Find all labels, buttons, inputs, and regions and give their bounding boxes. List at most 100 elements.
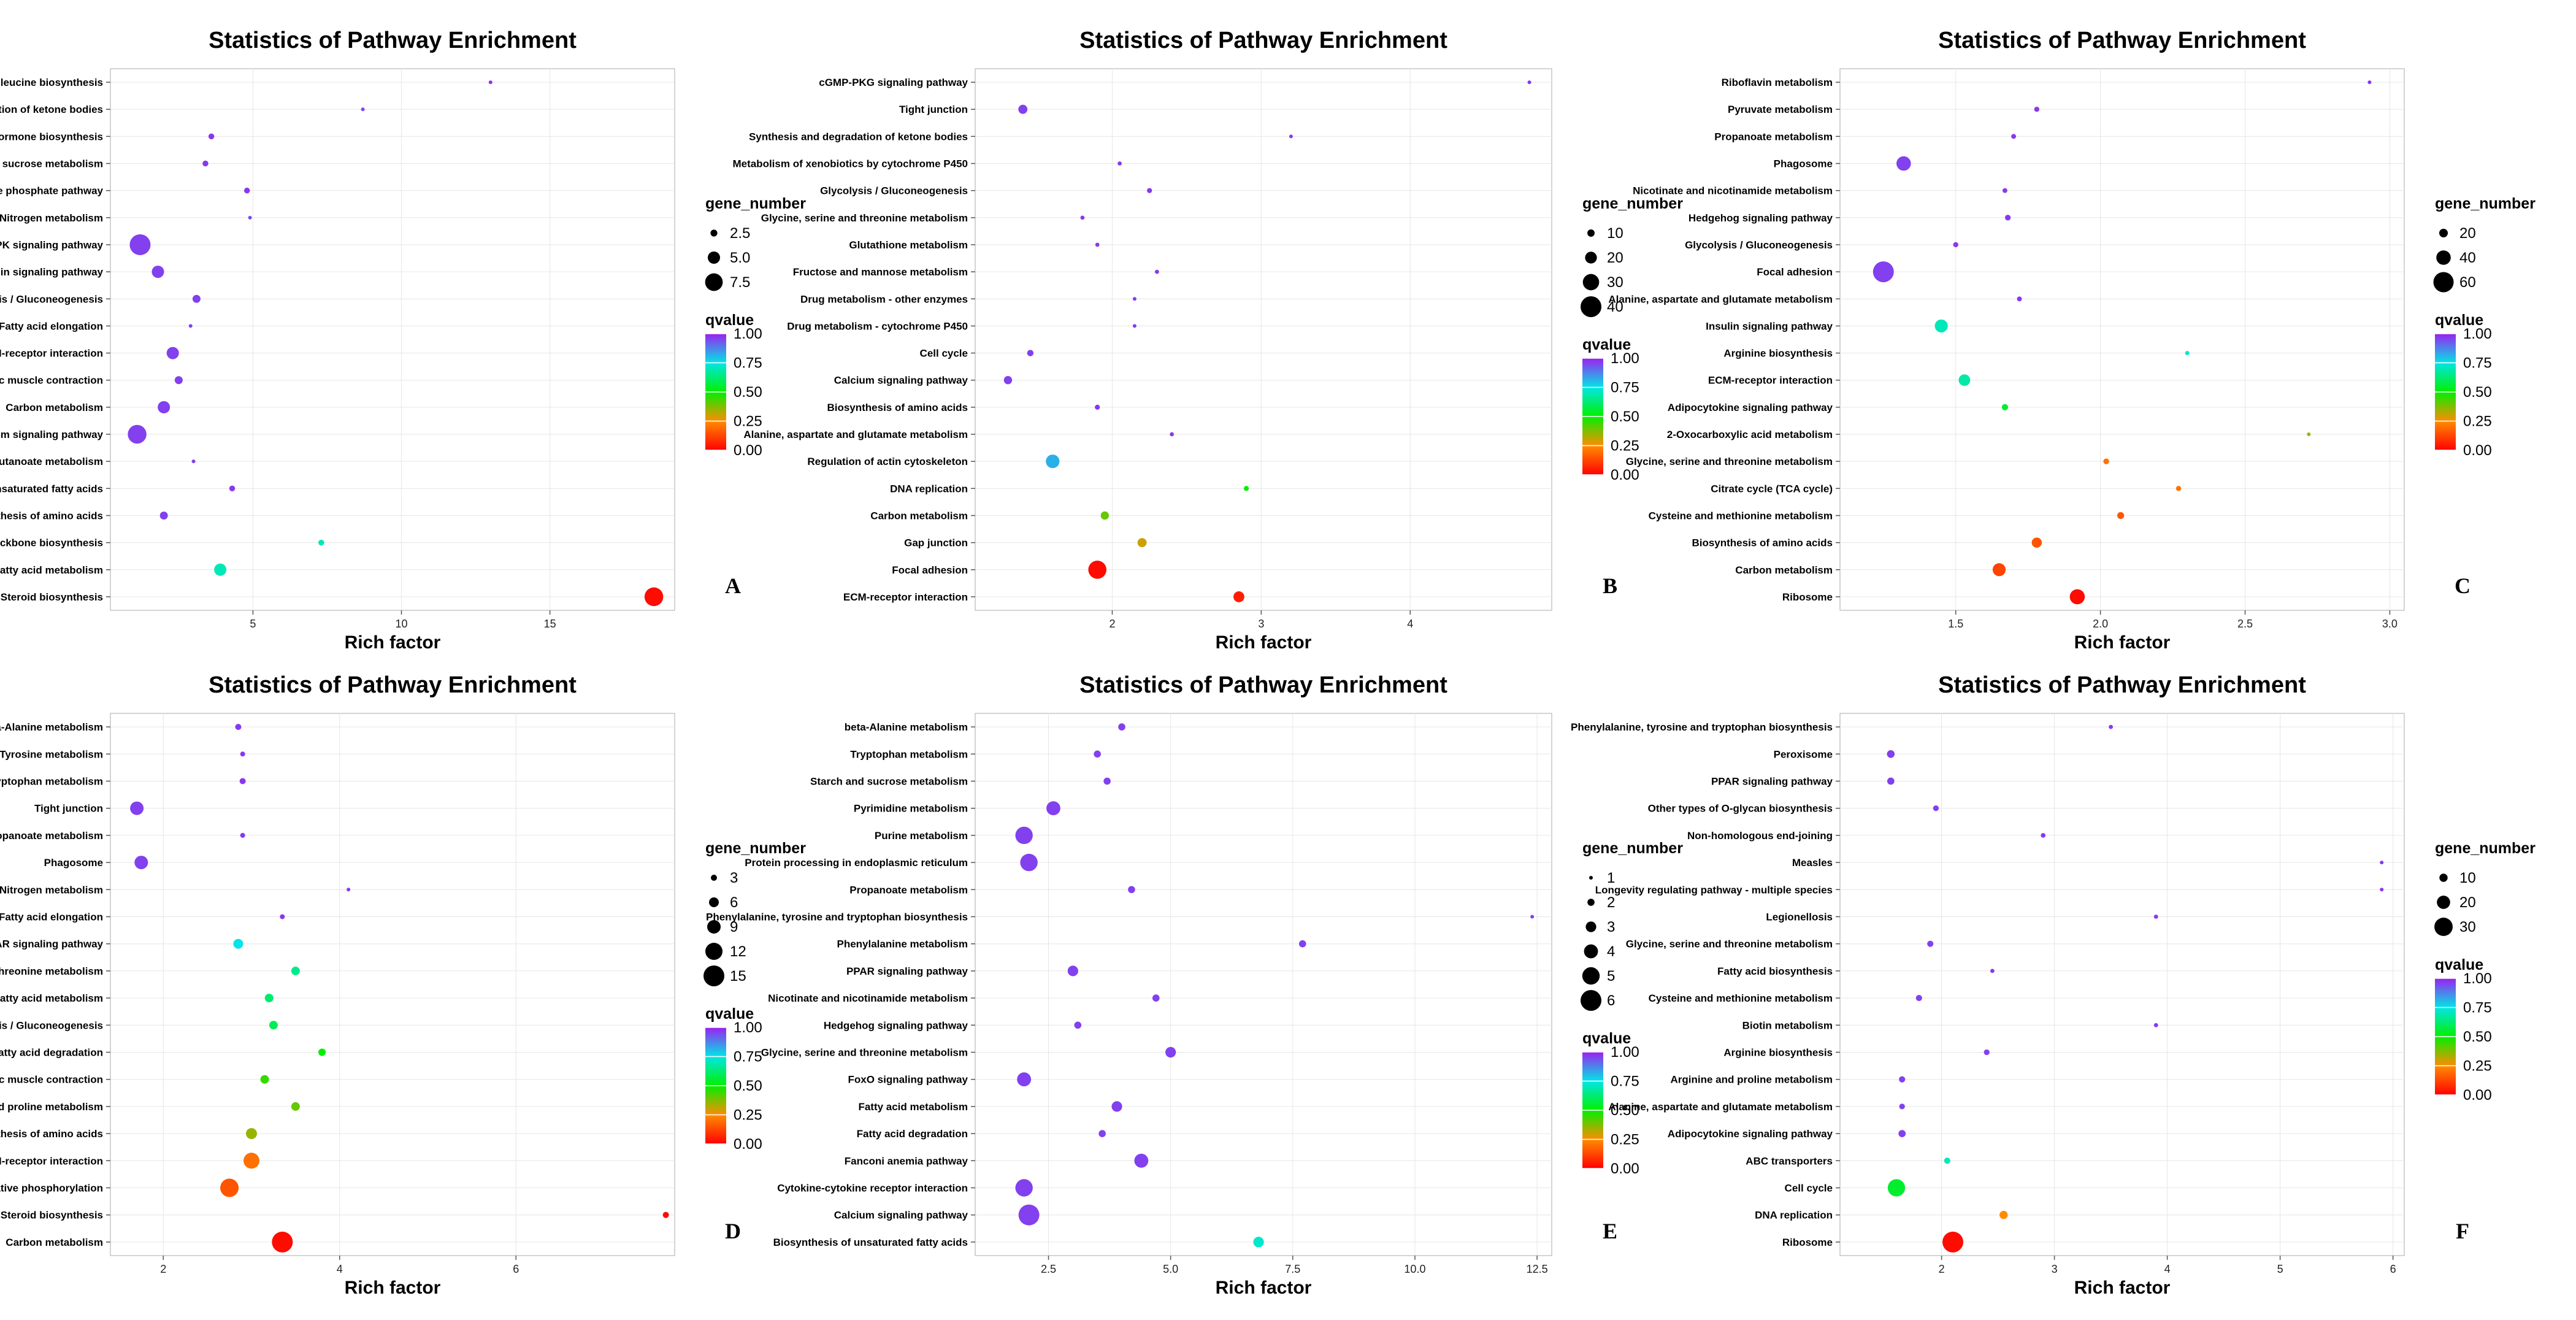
data-point (644, 587, 664, 607)
y-tick-label: Fatty acid elongation (0, 320, 103, 332)
panel-f: Statistics of Pathway Enrichment Phenylal… (1571, 672, 2536, 1298)
y-tick-label: Calcium signaling pathway (834, 375, 968, 386)
y-tick-label: Carbon metabolism (6, 402, 103, 413)
color-legend-label: 1.00 (1611, 1044, 1639, 1061)
data-point (318, 539, 324, 546)
color-legend-label: 0.00 (2463, 1087, 2492, 1103)
data-point (2069, 589, 2085, 605)
color-legend-label: 0.25 (2463, 413, 2492, 430)
x-tick-label: 10.0 (1404, 1263, 1425, 1275)
data-point (1170, 432, 1174, 437)
data-point (1017, 1072, 1032, 1087)
data-point (2002, 188, 2007, 193)
color-legend-label: 0.75 (734, 1049, 762, 1065)
y-tick-label: Pentose phosphate pathway (0, 185, 104, 197)
y-tick-label: Glycine, serine and threonine metabolism (1626, 938, 1833, 950)
data-point (208, 133, 215, 140)
size-legend-label: 20 (2459, 894, 2476, 911)
data-point (2153, 915, 2158, 919)
panel-label: C (2455, 574, 2471, 598)
x-tick-label: 7.5 (1285, 1263, 1300, 1275)
size-legend-label: 40 (1607, 299, 1623, 315)
color-legend-label: 1.00 (2463, 326, 2492, 342)
y-tick-label: Hedgehog signaling pathway (1689, 212, 1833, 224)
y-tick-label: Biosynthesis of unsaturated fatty acids (773, 1237, 968, 1248)
data-point (239, 778, 246, 785)
y-tick-label: Alanine, aspartate and glutamate metabol… (743, 429, 968, 440)
color-legend-label: 1.00 (1611, 350, 1639, 367)
panel-label: F (2456, 1219, 2469, 1243)
data-point (1027, 350, 1034, 356)
data-point (1289, 134, 1293, 139)
data-point (1118, 723, 1125, 731)
y-tick-label: Gap junction (904, 537, 968, 549)
data-point (1111, 1101, 1122, 1112)
data-point (361, 107, 365, 112)
y-tick-label: Tyrosine metabolism (0, 748, 103, 760)
chart-title: Statistics of Pathway Enrichment (1079, 28, 1447, 53)
data-point (1080, 215, 1085, 220)
y-tick-label: Adipocytokine signaling pathway (1668, 1128, 1833, 1140)
data-point (1098, 1130, 1106, 1137)
size-legend-label: 10 (1607, 225, 1623, 242)
data-point (2041, 833, 2046, 838)
y-tick-label: Pyruvate metabolism (1728, 104, 1833, 115)
y-tick-label: Fanconi anemia pathway (845, 1155, 968, 1167)
size-legend-label: 30 (2459, 919, 2476, 935)
y-tick-label: Cell cycle (920, 348, 968, 359)
color-legend-title: qvalue (1582, 1030, 1631, 1047)
y-tick-label: Fatty acid biosynthesis (1717, 965, 1833, 977)
data-point (1898, 1130, 1906, 1137)
x-axis-label: Rich factor (2074, 1278, 2171, 1298)
data-point (1933, 805, 1939, 812)
data-point (1015, 1179, 1033, 1197)
y-tick-label: Non-homologous end-joining (1687, 830, 1833, 842)
data-point (129, 234, 151, 255)
x-tick-label: 5 (2277, 1263, 2283, 1275)
y-tick-label: Synthesis and degradation of ketone bodi… (749, 131, 968, 142)
y-tick-label: Glycolysis / Gluconeogenesis (0, 1019, 103, 1031)
color-legend-label: 0.00 (734, 1136, 762, 1153)
y-tick-label: Cysteine and methionine metabolism (1649, 510, 1833, 521)
y-tick-label: beta-Alanine metabolism (845, 721, 968, 733)
data-point (1095, 242, 1100, 247)
y-tick-label: Glycolysis / Gluconeogenesis (1685, 239, 1833, 251)
y-tick-label: Tight junction (34, 803, 103, 815)
size-legend-swatch (1587, 229, 1595, 237)
x-tick-label: 3 (2052, 1263, 2058, 1275)
chart-title: Statistics of Pathway Enrichment (1938, 28, 2306, 53)
size-legend-swatch (705, 273, 723, 291)
size-legend-label: 6 (730, 894, 738, 911)
y-tick-label: Fatty acid elongation (0, 911, 103, 923)
size-legend-title: gene_number (2435, 840, 2536, 857)
color-legend-label: 0.25 (734, 413, 762, 430)
data-point (2175, 486, 2182, 491)
panel-d: Statistics of Pathway Enrichment beta-Ala… (0, 672, 806, 1298)
data-point (1887, 750, 1895, 758)
data-point (1990, 969, 1995, 973)
x-tick-label: 10 (396, 618, 408, 630)
y-tick-label: Glycine, serine and threonine metabolism (761, 1047, 968, 1059)
x-tick-label: 5 (250, 618, 256, 630)
data-point (2011, 134, 2017, 139)
data-point (240, 751, 245, 757)
y-tick-label: Glycine, serine and threonine metabolism (761, 212, 968, 224)
y-tick-label: DNA replication (1755, 1210, 1833, 1221)
data-point (174, 376, 183, 385)
size-legend-swatch (1581, 296, 1601, 317)
y-tick-label: ECM-receptor interaction (843, 591, 968, 603)
data-point (2001, 404, 2009, 411)
size-legend-swatch (1581, 990, 1601, 1011)
data-point (1298, 940, 1306, 948)
y-tick-label: Biotin metabolism (1742, 1019, 1833, 1031)
data-point (1100, 511, 1110, 520)
color-legend-title: qvalue (2435, 312, 2483, 329)
size-legend-title: gene_number (1582, 840, 1683, 857)
y-tick-label: Drug metabolism - other enzymes (800, 293, 968, 305)
data-point (1999, 1210, 2008, 1219)
y-tick-label: Nitrogen metabolism (0, 212, 103, 224)
y-tick-label: Tryptophan metabolism (850, 748, 968, 760)
data-point (1067, 965, 1078, 977)
y-tick-label: Glycine, serine and threonine metabolism (0, 965, 103, 977)
